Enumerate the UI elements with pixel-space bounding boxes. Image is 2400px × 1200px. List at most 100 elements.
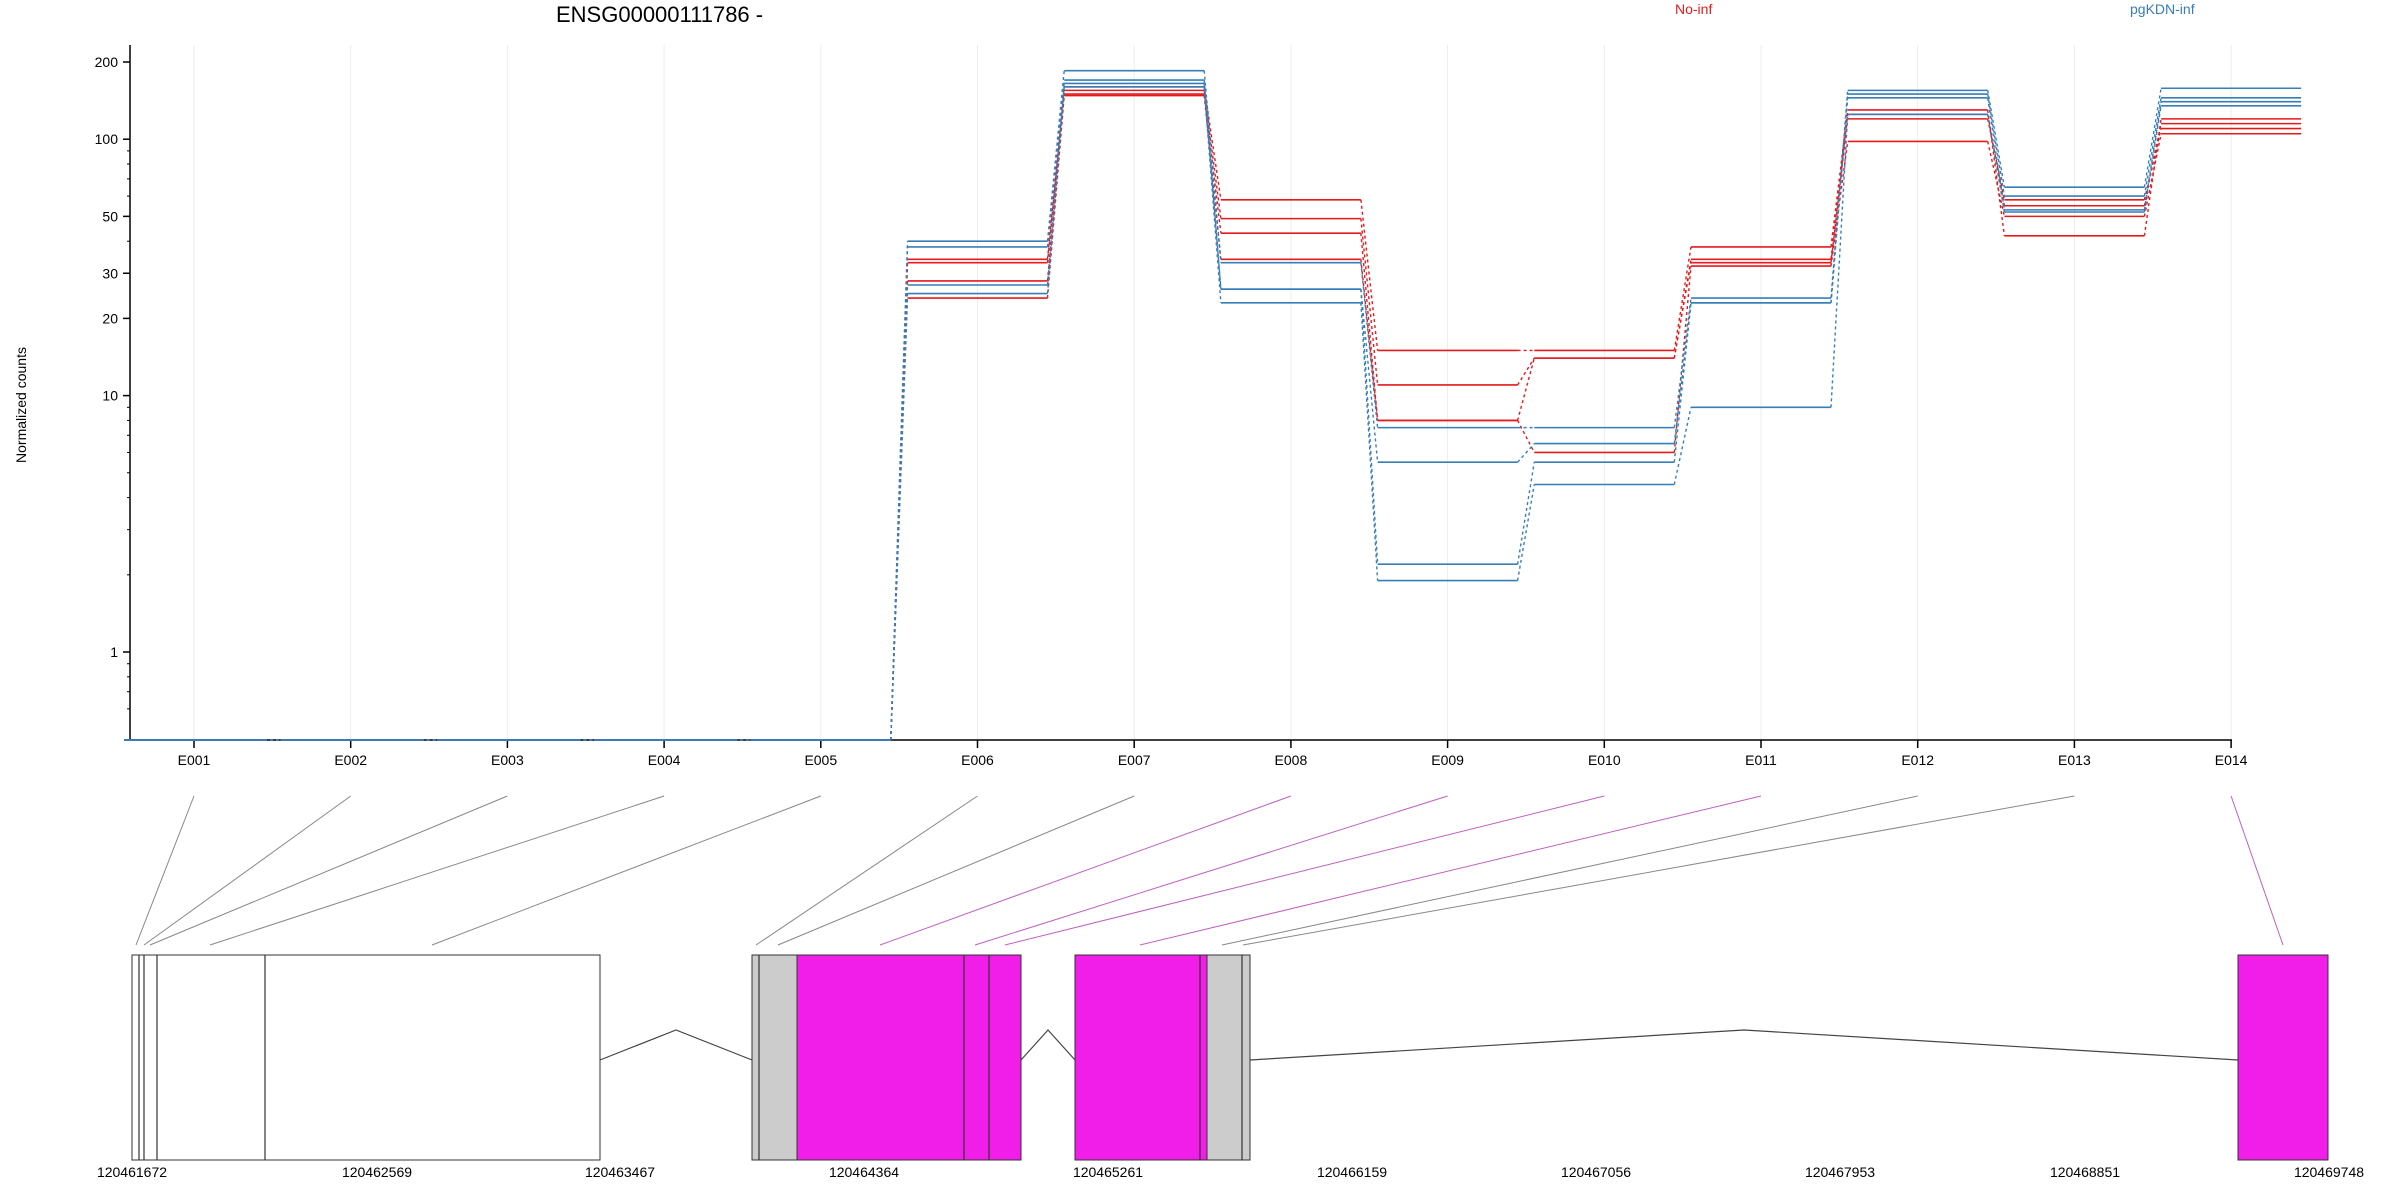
series-pgkdn-inf [124, 69, 2302, 741]
exon-connector [879, 795, 1292, 946]
step-connector [1203, 93, 1222, 234]
step-connector [1360, 302, 1379, 581]
step-connector [1987, 90, 2006, 188]
x-tick-label: E008 [1275, 752, 1308, 768]
exon-connector [431, 795, 821, 946]
step-connector [1203, 86, 1222, 303]
series-pgkdn-inf [124, 86, 2302, 741]
step-connector [1516, 357, 1535, 421]
genomic-coordinate: 120464364 [829, 1164, 899, 1180]
step-connector [1517, 443, 1535, 463]
x-tick-label: E001 [178, 752, 211, 768]
exon-connector [755, 795, 978, 946]
step-connector [1360, 262, 1379, 428]
gene-model: 120461672 120462569 120463467 120464364 1204… [97, 954, 2364, 1180]
step-connector [1360, 233, 1379, 421]
step-connector [1673, 246, 1692, 351]
step-connector [1673, 262, 1692, 359]
step-connector [1987, 114, 2006, 213]
series-pgkdn-inf [124, 82, 2302, 741]
step-connector [1203, 86, 1222, 200]
step-connector [2143, 97, 2162, 197]
step-connector [1516, 420, 1535, 453]
step-connector [1673, 302, 1692, 463]
step-connector [1673, 407, 1692, 485]
exon-block [131, 954, 601, 1161]
genomic-coordinate: 120462569 [342, 1164, 412, 1180]
x-tick-label: E003 [491, 752, 524, 768]
intron-line [599, 1029, 753, 1061]
step-connector [1046, 70, 1065, 242]
x-tick-label: E004 [648, 752, 681, 768]
y-tick-label: 30 [102, 265, 118, 281]
step-connector [890, 293, 909, 741]
exon-connector [149, 795, 508, 946]
vertical-grid [193, 45, 2232, 740]
step-connector [1516, 484, 1535, 581]
step-connector [1987, 141, 2006, 217]
step-connector [1830, 97, 1849, 303]
step-connector [1046, 83, 1065, 286]
step-connector [1203, 70, 1222, 263]
y-tick-label: 20 [102, 310, 118, 326]
step-connector [1360, 289, 1379, 463]
step-connector [1360, 199, 1379, 351]
step-connector [1987, 93, 2006, 197]
legend-no-inf: No-inf [1675, 1, 1712, 17]
step-connector [1830, 109, 1849, 248]
series-no-inf [124, 86, 2302, 741]
step-connector [1203, 80, 1222, 290]
step-connector [1516, 462, 1535, 565]
legend-pgkdn-inf: pgKDN-inf [2130, 1, 2195, 17]
step-connector [2143, 133, 2162, 217]
exon-connectors [135, 795, 2284, 946]
step-connector [1673, 266, 1692, 453]
x-tick-label: E012 [1901, 752, 1934, 768]
step-connector [1046, 86, 1065, 294]
exon-connector [1242, 795, 2075, 946]
step-connector [1987, 97, 2006, 210]
y-axis: 200 100 50 30 20 10 1 [95, 45, 131, 740]
genomic-coordinate: 120467056 [1561, 1164, 1631, 1180]
genomic-coordinate: 120467953 [1805, 1164, 1875, 1180]
exon-connector [1139, 795, 1762, 946]
genomic-coordinate: 120469748 [2294, 1164, 2364, 1180]
exon-connector [1221, 795, 1918, 946]
intron-line [1020, 1029, 1076, 1061]
x-tick-label: E002 [334, 752, 367, 768]
exon-block [796, 954, 1022, 1161]
x-tick-label: E010 [1588, 752, 1621, 768]
exon-block [1206, 954, 1251, 1161]
step-connector [1360, 259, 1379, 421]
y-tick-label: 50 [102, 208, 118, 224]
exon-connector [777, 795, 1135, 946]
exon-block [1074, 954, 1208, 1161]
step-connector [890, 262, 909, 741]
y-tick-label: 200 [95, 54, 119, 70]
step-connector [1673, 298, 1692, 428]
x-tick-label: E009 [1431, 752, 1464, 768]
genomic-coordinate: 120463467 [585, 1164, 655, 1180]
exon-connector [974, 795, 1448, 946]
exon-connector [135, 795, 195, 946]
x-tick-label: E006 [961, 752, 994, 768]
y-axis-label: Normalized counts [13, 347, 29, 463]
intron-line [1249, 1029, 2239, 1061]
exon-block [2237, 954, 2329, 1161]
step-connector [1830, 114, 1849, 408]
chart-title: ENSG00000111786 - [556, 2, 763, 27]
step-connector [1987, 118, 2006, 200]
genomic-coordinate: 120468851 [2050, 1164, 2120, 1180]
x-tick-label: E013 [2058, 752, 2091, 768]
x-tick-label: E007 [1118, 752, 1151, 768]
step-connector [1830, 141, 1849, 267]
x-tick-label: E011 [1745, 752, 1777, 768]
step-connector [2143, 128, 2162, 201]
exon-connector [209, 795, 665, 946]
step-connector [1360, 289, 1379, 565]
step-connector [1517, 357, 1535, 386]
y-tick-label: 10 [102, 388, 118, 404]
step-connector [1046, 80, 1065, 248]
exon-connector [2230, 795, 2284, 946]
x-tick-label: E005 [804, 752, 837, 768]
